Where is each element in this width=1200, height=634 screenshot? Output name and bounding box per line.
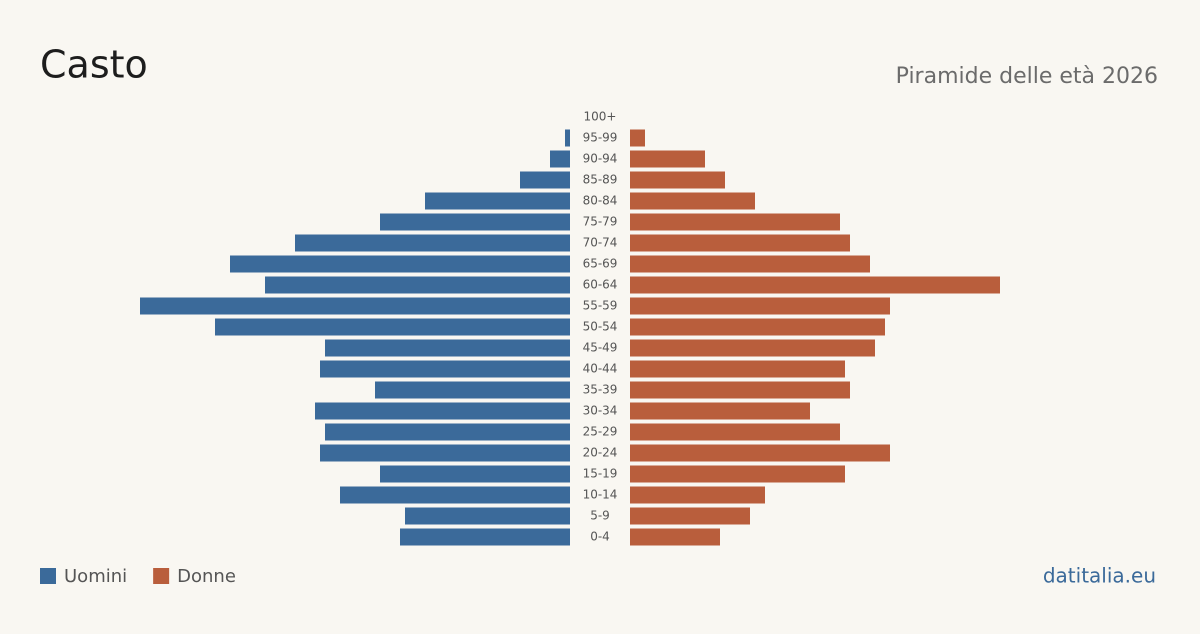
source: datitalia.eu (1043, 564, 1156, 588)
age-label: 60-64 (583, 278, 618, 292)
legend-swatch (153, 568, 170, 584)
age-label: 50-54 (583, 320, 618, 334)
bar (405, 507, 570, 525)
bar (400, 528, 570, 546)
bar (565, 129, 570, 147)
age-label: 85-89 (583, 173, 618, 187)
bar (325, 423, 570, 441)
bar (630, 213, 840, 231)
age-label: 5-9 (590, 509, 610, 523)
age-label: 70-74 (583, 236, 618, 250)
bar (630, 528, 720, 546)
bar (340, 486, 570, 504)
age-label: 30-34 (583, 404, 618, 418)
bar (630, 318, 885, 336)
bar (630, 171, 725, 189)
age-label: 75-79 (583, 215, 618, 229)
age-label: 10-14 (583, 488, 618, 502)
bar (550, 150, 570, 168)
age-label: 20-24 (583, 446, 618, 460)
bar (630, 192, 755, 210)
age-label: 55-59 (583, 299, 618, 313)
bar (295, 234, 570, 252)
bar (425, 192, 570, 210)
bar (320, 444, 570, 462)
legend-label: Uomini (64, 566, 127, 587)
bar (630, 402, 810, 420)
age-label: 80-84 (583, 194, 618, 208)
bar (630, 276, 1000, 294)
bar (630, 444, 890, 462)
bar (140, 297, 570, 315)
age-label: 25-29 (583, 425, 618, 439)
age-label: 65-69 (583, 257, 618, 271)
bar (630, 339, 875, 357)
age-label: 0-4 (590, 530, 610, 544)
age-label: 95-99 (583, 131, 618, 145)
bar (630, 297, 890, 315)
age-label: 40-44 (583, 362, 618, 376)
bar (375, 381, 570, 399)
bar (630, 255, 870, 273)
bar (265, 276, 570, 294)
bar (630, 129, 645, 147)
legend-swatch (40, 568, 56, 584)
chart-title: Casto (40, 43, 148, 87)
bar (630, 507, 750, 525)
bar (630, 234, 850, 252)
bar (230, 255, 570, 273)
bar (630, 486, 765, 504)
bar (325, 339, 570, 357)
bar (380, 465, 570, 483)
chart-subtitle: Piramide delle età 2026 (896, 64, 1158, 89)
bar (315, 402, 570, 420)
age-label: 15-19 (583, 467, 618, 481)
bar (630, 465, 845, 483)
age-label: 45-49 (583, 341, 618, 355)
bar (380, 213, 570, 231)
age-label: 90-94 (583, 152, 618, 166)
bar (630, 381, 850, 399)
bar (630, 423, 840, 441)
bar (630, 150, 705, 168)
bar (520, 171, 570, 189)
bar (630, 360, 845, 378)
age-label: 35-39 (583, 383, 618, 397)
bar (320, 360, 570, 378)
age-label: 100+ (584, 110, 617, 124)
legend-label: Donne (177, 566, 236, 587)
bar (215, 318, 570, 336)
